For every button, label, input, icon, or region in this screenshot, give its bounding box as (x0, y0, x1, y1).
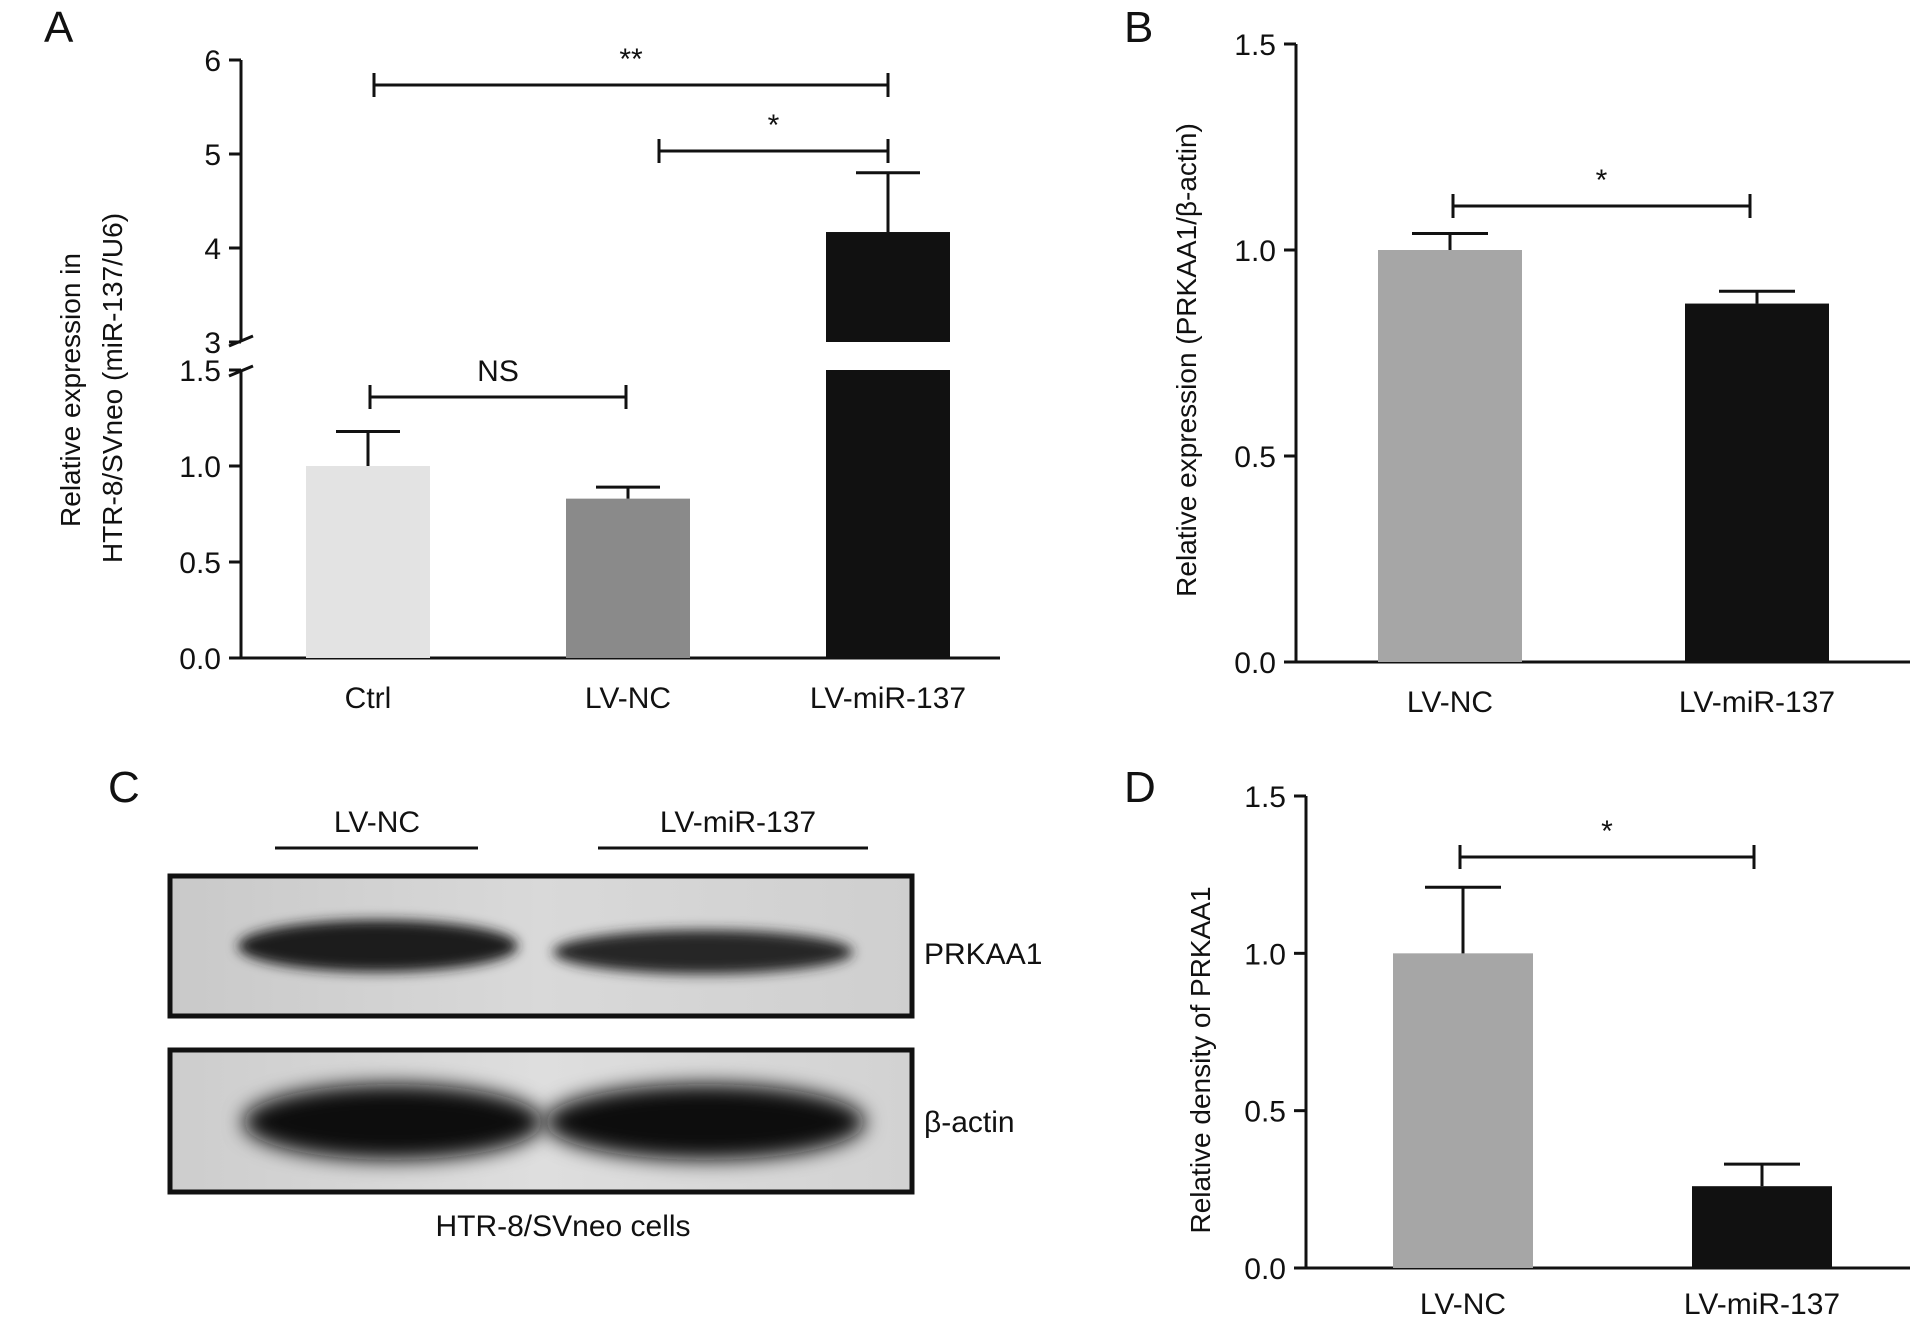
band-prkaa1-lv-mir-137 (553, 930, 853, 974)
blot-strip-prkaa1 (167, 873, 915, 1019)
y-tick-label: 0.0 (1234, 647, 1276, 680)
panel-letter-d: D (1124, 763, 1156, 812)
blot-strip-beta-actin (167, 1047, 915, 1195)
bars (1393, 953, 1832, 1268)
significance-brackets: * (1451, 164, 1752, 218)
blot-strip-border (167, 873, 915, 1019)
y-axis-label: Relative density of PRKAA1 (1185, 886, 1216, 1233)
bar-lv-mir-137 (1692, 1186, 1832, 1268)
category-label-lv-nc: LV-NC (1407, 686, 1493, 719)
y-axis-label: Relative expression (PRKAA1/β-actin) (1171, 123, 1202, 597)
error-bars (1412, 232, 1795, 304)
lane-label-lv-nc: LV-NC (334, 806, 420, 839)
significance-label: * (768, 109, 780, 142)
y-axis-label-line-1: Relative expression in (55, 253, 86, 527)
significance-label: * (1596, 164, 1608, 197)
category-label-lv-nc: LV-NC (585, 682, 671, 715)
bar-lv-nc (1393, 953, 1533, 1268)
y-tick-label: 0.5 (1244, 1096, 1286, 1129)
significance-label: NS (477, 355, 519, 388)
y-tick-label: 0.5 (1234, 441, 1276, 474)
band-prkaa1-lv-nc (238, 920, 518, 972)
panel-letter-c: C (108, 763, 140, 812)
bar-lv-mir-137-upper (826, 232, 950, 342)
significance-label: * (1601, 815, 1613, 848)
bar-lv-mir-137 (1685, 303, 1829, 662)
error-bars (1425, 885, 1800, 1187)
band-beta-actin-lv-nc (243, 1084, 543, 1160)
y-tick-label: 1.0 (1234, 235, 1276, 268)
category-label-lv-mir-137: LV-miR-137 (1679, 686, 1835, 719)
bar-lv-nc (1378, 250, 1522, 662)
y-tick-label: 5 (204, 139, 221, 172)
y-tick-label: 0.0 (179, 643, 221, 676)
chart-panel-d: Relative density of PRKAA1 0.00.51.01.5 … (1185, 781, 1910, 1320)
category-label-lv-nc: LV-NC (1420, 1288, 1506, 1320)
significance-label: ** (619, 43, 643, 76)
blot-caption: HTR-8/SVneo cells (435, 1210, 690, 1243)
category-labels: LV-NC LV-miR-137 (1407, 686, 1835, 719)
bar-ctrl (306, 466, 430, 658)
error-bars (336, 171, 920, 499)
blot-strip-border (167, 1047, 915, 1195)
bars (306, 232, 950, 658)
y-tick-label: 0.5 (179, 547, 221, 580)
western-blot-panel: LV-NC LV-miR-137 PRKAA1 β-actin HTR-8/SV… (167, 806, 1042, 1243)
y-axis-label: Relative expression in HTR-8/SVneo (miR-… (55, 213, 128, 563)
bar-lv-mir-137 (826, 370, 950, 658)
bar-lv-nc (566, 498, 690, 658)
y-tick-label: 1.5 (179, 355, 221, 388)
y-ticks: 0.0 0.5 1.0 1.53 4 5 6 (179, 45, 241, 676)
significance-brackets: NS*** (368, 43, 890, 409)
panel-letter-a: A (44, 3, 74, 52)
y-tick-label: 0.0 (1244, 1253, 1286, 1286)
chart-panel-b: Relative expression (PRKAA1/β-actin) 0.0… (1171, 29, 1910, 719)
y-tick-label: 1.0 (1244, 938, 1286, 971)
chart-panel-a: Relative expression in HTR-8/SVneo (miR-… (55, 43, 1000, 715)
panel-letter-b: B (1124, 3, 1153, 52)
y-tick-label: 1.0 (179, 451, 221, 484)
y-tick-label: 4 (204, 233, 221, 266)
bars (1378, 250, 1829, 662)
y-tick-label: 3 (204, 327, 221, 360)
y-tick-label: 6 (204, 45, 221, 78)
y-axis-label-line-2: HTR-8/SVneo (miR-137/U6) (97, 213, 128, 563)
lane-label-lv-mir-137: LV-miR-137 (660, 806, 816, 839)
category-labels: LV-NC LV-miR-137 (1420, 1288, 1840, 1320)
category-label-lv-mir-137: LV-miR-137 (1684, 1288, 1840, 1320)
y-ticks: 0.0 0.5 1.0 1.5 (1234, 29, 1296, 680)
band-label-beta-actin: β-actin (924, 1106, 1015, 1139)
band-label-prkaa1: PRKAA1 (924, 938, 1042, 971)
category-labels: Ctrl LV-NC LV-miR-137 (345, 682, 966, 715)
y-tick-label: 1.5 (1234, 29, 1276, 62)
y-ticks: 0.0 0.5 1.0 1.5 (1244, 781, 1306, 1286)
category-label-lv-mir-137: LV-miR-137 (810, 682, 966, 715)
category-label-ctrl: Ctrl (345, 682, 392, 715)
band-beta-actin-lv-mir-137 (545, 1084, 865, 1160)
y-tick-label: 1.5 (1244, 781, 1286, 814)
significance-brackets: * (1458, 815, 1756, 869)
